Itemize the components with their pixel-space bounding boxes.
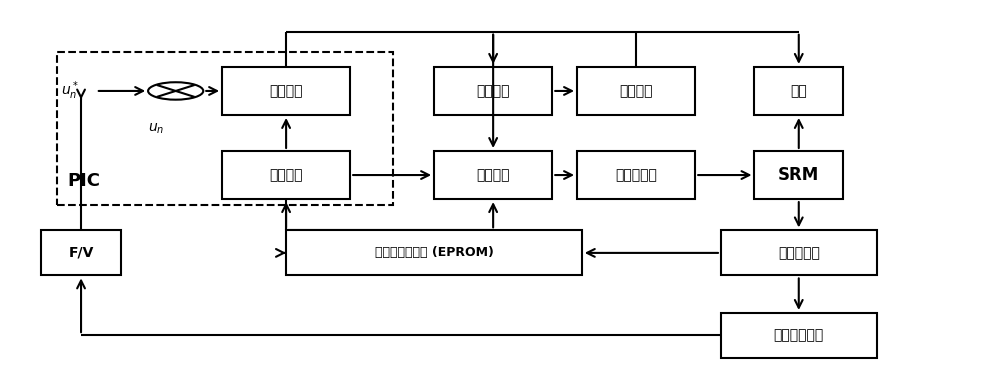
Text: 保护电路: 保护电路 (477, 84, 510, 98)
Text: PIC: PIC (67, 172, 101, 190)
Text: 主开关通断控制 (EPROM): 主开关通断控制 (EPROM) (374, 246, 493, 259)
Text: 位置传感器: 位置传感器 (778, 246, 820, 260)
Bar (57, 52, 392, 205)
Bar (434, 67, 552, 115)
Bar (222, 67, 350, 115)
Text: 驱动控制: 驱动控制 (477, 168, 510, 182)
Bar (576, 67, 695, 115)
Bar (286, 230, 581, 276)
Text: 电流检测: 电流检测 (620, 84, 653, 98)
Bar (40, 230, 122, 276)
Bar (721, 230, 876, 276)
Text: 电流控制: 电流控制 (270, 168, 303, 182)
Bar (754, 151, 843, 199)
Text: 锁相倍频电路: 锁相倍频电路 (774, 328, 824, 342)
Text: $u_n^*$: $u_n^*$ (61, 79, 79, 102)
Text: 转速控制: 转速控制 (270, 84, 303, 98)
Text: $u_n$: $u_n$ (148, 121, 164, 135)
Bar (754, 67, 843, 115)
Text: 负载: 负载 (791, 84, 807, 98)
Text: F/V: F/V (68, 246, 94, 260)
Bar (576, 151, 695, 199)
Bar (222, 151, 350, 199)
Bar (721, 313, 876, 358)
Bar (434, 151, 552, 199)
Text: 功率变换器: 功率变换器 (615, 168, 657, 182)
Text: SRM: SRM (778, 166, 820, 184)
